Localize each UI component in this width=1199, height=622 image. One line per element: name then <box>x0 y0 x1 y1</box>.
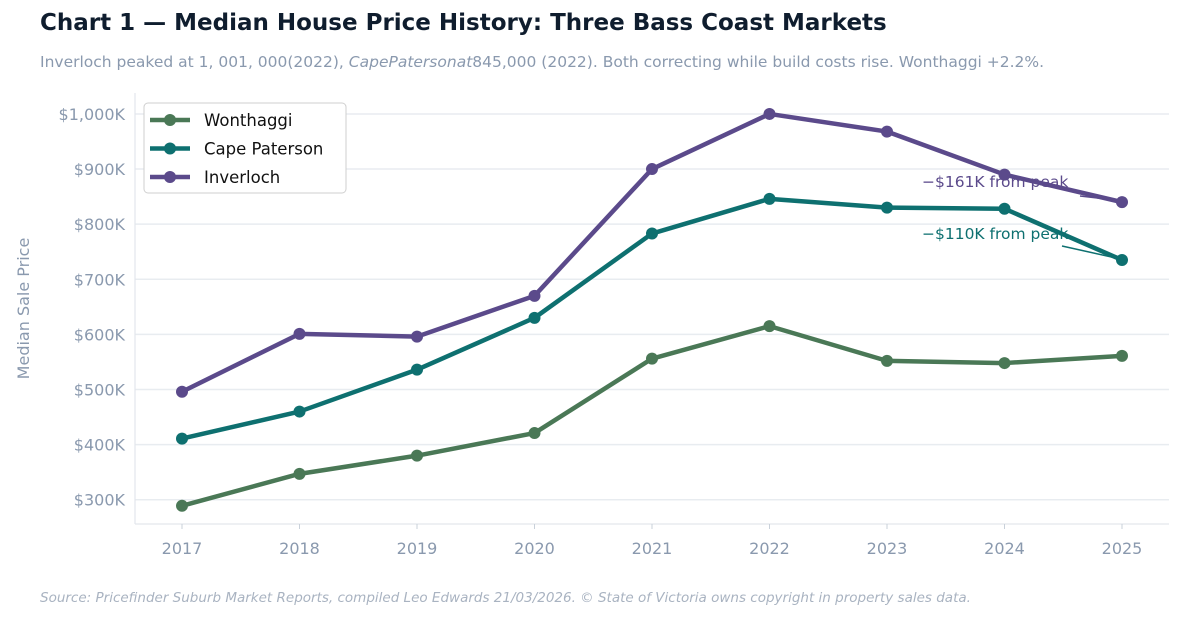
chart-subtitle: Inverloch peaked at 1, 001, 000(2022), C… <box>40 53 1044 71</box>
y-tick-label: $400K <box>74 436 126 455</box>
data-point <box>998 357 1011 370</box>
annotation-label: −$110K from peak <box>922 225 1068 243</box>
data-point <box>763 320 776 333</box>
y-tick-label: $600K <box>74 325 126 344</box>
data-point <box>528 289 541 302</box>
data-point <box>176 385 188 398</box>
subtitle-part: Inverloch peaked at 1, 001, 000(2022), <box>40 53 349 71</box>
subtitle-italic-part: CapePatersonat <box>348 53 473 71</box>
x-tick-label: 2019 <box>397 539 438 558</box>
data-point <box>411 363 423 376</box>
legend-marker <box>164 114 176 126</box>
x-tick-label: 2023 <box>867 539 908 558</box>
data-point <box>176 432 188 445</box>
y-tick-label: $1,000K <box>59 105 126 124</box>
legend-marker <box>164 142 176 155</box>
x-tick-label: 2020 <box>514 539 555 558</box>
legend-marker <box>164 171 176 183</box>
x-tick-label: 2024 <box>984 539 1025 558</box>
x-tick-label: 2025 <box>1102 539 1143 558</box>
data-point <box>293 405 306 418</box>
data-point <box>176 499 188 512</box>
subtitle-part: 845,000 (2022). Both correcting while bu… <box>472 53 1045 71</box>
data-point <box>528 311 541 324</box>
y-tick-label: $700K <box>74 270 126 289</box>
y-tick-label: $900K <box>74 160 126 179</box>
data-point <box>763 192 776 205</box>
data-point <box>293 327 306 340</box>
y-tick-label: $500K <box>74 381 126 400</box>
data-point <box>998 168 1011 181</box>
data-point <box>528 427 541 440</box>
annotation-arrow <box>1061 245 1117 259</box>
legend-box <box>143 102 347 194</box>
x-tick-label: 2018 <box>279 539 320 558</box>
y-axis-label: Median Sale Price <box>14 238 33 380</box>
data-point <box>881 354 893 367</box>
data-point <box>1116 196 1128 209</box>
data-point <box>411 449 423 462</box>
data-point <box>646 227 658 240</box>
data-point <box>411 330 423 343</box>
data-point <box>763 107 776 120</box>
data-point <box>646 352 658 365</box>
chart-title: Chart 1 — Median House Price History: Th… <box>40 10 887 36</box>
annotation-arrow <box>1079 195 1117 201</box>
annotation-label: −$161K from peak <box>922 173 1068 191</box>
x-tick-label: 2021 <box>632 539 673 558</box>
data-point <box>998 202 1011 215</box>
data-point <box>881 125 893 138</box>
data-point <box>646 163 658 176</box>
data-point <box>293 467 306 480</box>
x-tick-label: 2022 <box>749 539 790 558</box>
legend-label: Inverloch <box>204 168 280 187</box>
legend-label: Wonthaggi <box>204 111 292 130</box>
data-point <box>881 201 893 214</box>
data-point <box>1116 349 1128 362</box>
y-tick-label: $300K <box>74 491 126 510</box>
legend-label: Cape Paterson <box>204 140 323 159</box>
y-tick-label: $800K <box>74 215 126 234</box>
x-tick-label: 2017 <box>162 539 203 558</box>
data-point <box>1116 253 1128 266</box>
source-note: Source: Pricefinder Suburb Market Report… <box>40 590 971 606</box>
